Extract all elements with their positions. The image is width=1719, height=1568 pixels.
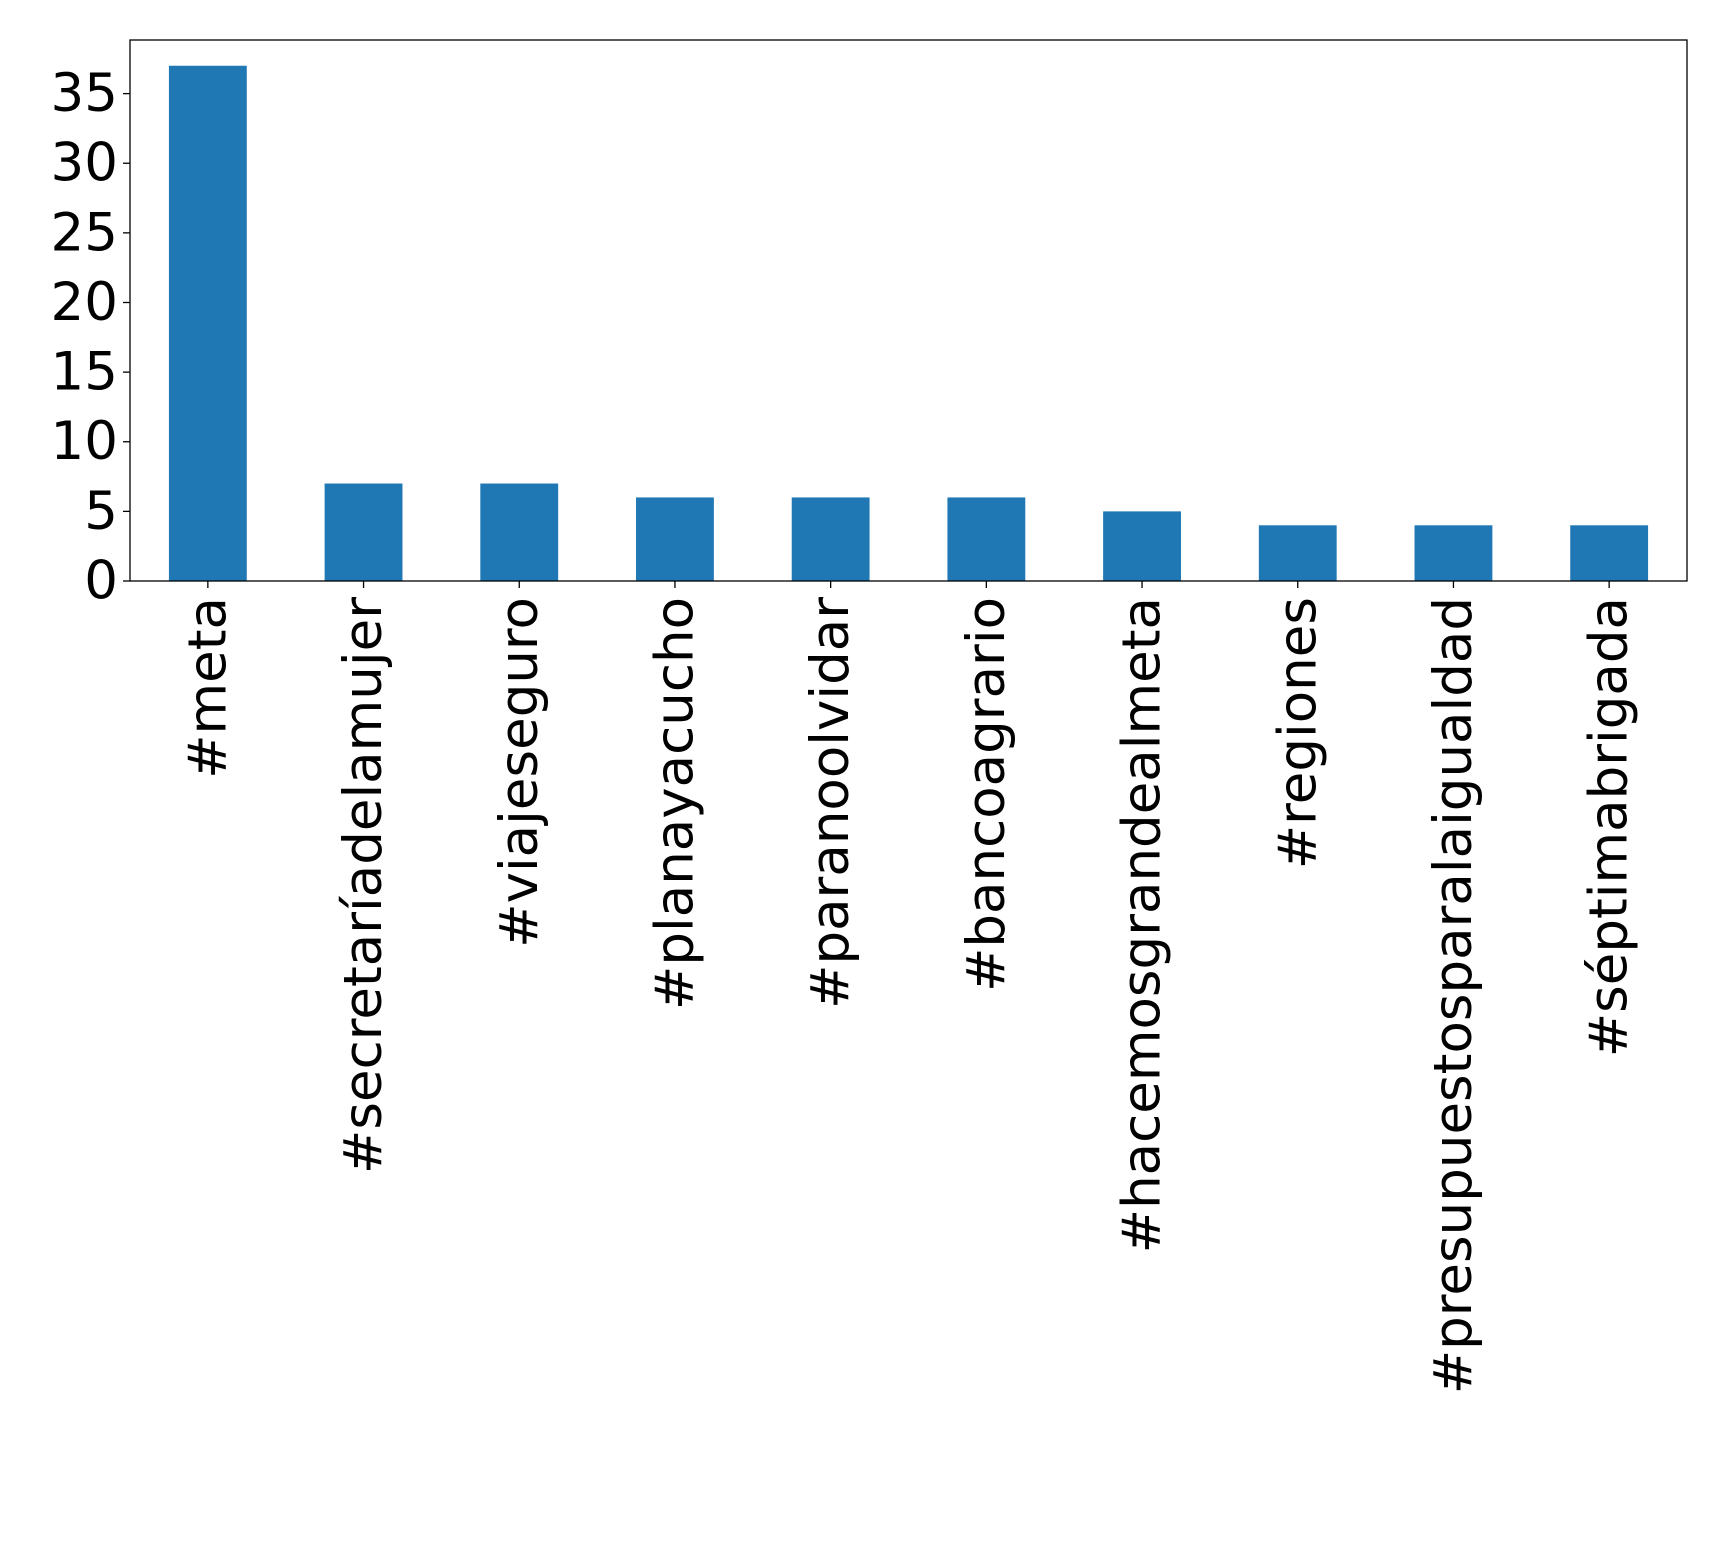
- x-tick-label-9: #séptimabrigada: [1579, 597, 1640, 1057]
- y-tick-label-2: 10: [51, 411, 118, 472]
- bar-1: [324, 483, 403, 581]
- y-tick-label-7: 35: [51, 63, 118, 124]
- x-tick-label-8: #presupuestosparalaigualdad: [1423, 597, 1484, 1394]
- x-axis-ticks: #meta #secretaríadelamujer #viajeseguro #pl…: [177, 581, 1640, 1394]
- bars-group: [168, 65, 1649, 581]
- y-tick-label-0: 0: [84, 551, 118, 612]
- y-tick-label-4: 20: [51, 272, 118, 333]
- bar-0: [168, 65, 247, 581]
- bar-6: [1103, 511, 1181, 581]
- bar-2: [480, 483, 559, 581]
- bar-3: [636, 497, 714, 581]
- plot-frame: [129, 39, 1688, 582]
- x-tick-label-5: #bancoagrario: [956, 597, 1017, 992]
- y-tick-label-5: 25: [51, 202, 118, 263]
- x-tick-label-1: #secretaríadelamujer: [333, 597, 394, 1174]
- x-tick-label-6: #hacemosgrandealmeta: [1112, 597, 1173, 1253]
- bar-4: [791, 497, 870, 581]
- x-tick-label-3: #planayacucho: [644, 597, 705, 1010]
- bar-7: [1258, 525, 1337, 581]
- x-tick-label-4: #paranoolvidar: [800, 597, 861, 1009]
- y-axis-ticks: 0 5 10 15 20 25 30 35: [51, 63, 130, 612]
- x-tick-label-2: #viajeseguro: [489, 597, 550, 948]
- bar-8: [1414, 525, 1493, 581]
- y-tick-label-6: 30: [51, 133, 118, 194]
- y-tick-label-3: 15: [51, 342, 118, 403]
- y-tick-label-1: 5: [84, 481, 118, 542]
- bar-9: [1570, 525, 1649, 581]
- x-tick-label-0: #meta: [177, 597, 238, 779]
- bar-5: [947, 497, 1026, 581]
- x-tick-label-7: #regiones: [1267, 597, 1328, 869]
